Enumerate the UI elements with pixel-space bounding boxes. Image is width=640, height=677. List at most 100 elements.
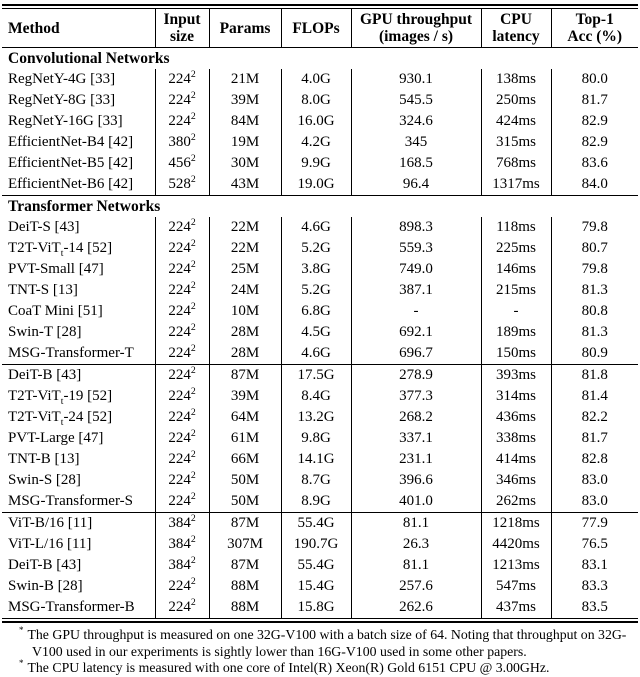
cell-cpu-latency: 1317ms [480, 174, 551, 196]
cell-gpu-throughput: - [350, 301, 481, 322]
cell-gpu-throughput: 262.6 [350, 597, 481, 618]
cell-cpu-latency: 250ms [480, 90, 551, 111]
cell-flops: 8.4G [280, 386, 351, 407]
cell-method: Swin-T [28] [8, 324, 82, 340]
cell-gpu-throughput: 749.0 [350, 259, 481, 280]
cell-params: 19M [208, 132, 281, 153]
cell-input-size: 3842 [154, 534, 209, 555]
cell-method: MSG-Transformer-B [8, 599, 135, 615]
input-exponent: 2 [190, 343, 196, 354]
input-exponent: 2 [190, 111, 196, 122]
cell-gpu-throughput: 345 [350, 132, 481, 153]
cell-params: 39M [208, 386, 281, 407]
cell-top1-acc: 81.8 [550, 364, 638, 386]
input-exponent: 2 [190, 365, 196, 376]
cell-cpu-latency: 437ms [480, 597, 551, 618]
header-row: Method Input size Params FLOPs GPU throu… [2, 9, 638, 48]
input-exponent: 2 [190, 217, 196, 228]
cell-gpu-throughput: 696.7 [350, 343, 481, 365]
cell-top1-acc: 83.5 [550, 597, 638, 618]
cell-gpu-throughput: 278.9 [350, 364, 481, 386]
section-title: Convolutional Networks [8, 50, 170, 67]
cell-cpu-latency: 4420ms [480, 534, 551, 555]
cell-top1-acc: 83.6 [550, 153, 638, 174]
input-exponent: 2 [190, 534, 196, 545]
input-exponent: 2 [190, 301, 196, 312]
col-header-top1-acc: Top-1 Acc (%) [550, 9, 638, 48]
cell-top1-acc: 79.8 [550, 217, 638, 238]
input-exponent: 2 [190, 90, 196, 101]
cell-method: T2T-ViTt-24 [52] [8, 409, 113, 428]
table-row: RegNetY-16G [33] 2242 84M 16.0G 324.6 424ms 82… [2, 111, 638, 132]
cell-params: 39M [208, 90, 281, 111]
cell-gpu-throughput: 268.2 [350, 407, 481, 428]
cell-params: 50M [208, 470, 281, 491]
cell-flops: 4.2G [280, 132, 351, 153]
cell-method: Swin-S [28] [8, 472, 81, 488]
table-row: EfficientNet-B5 [42] 4562 30M 9.9G 168.5 768m… [2, 153, 638, 174]
footnote-marker: * [19, 658, 24, 669]
cell-cpu-latency: 150ms [480, 343, 551, 365]
cell-top1-acc: 79.8 [550, 259, 638, 280]
cell-top1-acc: 83.3 [550, 576, 638, 597]
col-header-input-size: Input size [154, 9, 209, 48]
cell-flops: 4.5G [280, 322, 351, 343]
cell-cpu-latency: 547ms [480, 576, 551, 597]
cell-input-size: 2242 [154, 322, 209, 343]
table-row: T2T-ViTt-19 [52] 2242 39M 8.4G 377.3 314ms 81.… [2, 386, 638, 407]
cell-flops: 13.2G [280, 407, 351, 428]
cell-method: T2T-ViTt-19 [52] [8, 388, 113, 407]
cell-method: PVT-Large [47] [8, 430, 104, 446]
cell-method: CoaT Mini [51] [8, 303, 103, 319]
cell-input-size: 2242 [154, 280, 209, 301]
table-row: ViT-B/16 [11] 3842 87M 55.4G 81.1 1218ms 77.9 [2, 512, 638, 534]
table-row: CoaT Mini [51] 2242 10M 6.8G - -80.8 [2, 301, 638, 322]
footnote-marker: * [19, 625, 24, 636]
table-row: RegNetY-4G [33] 2242 21M 4.0G 930.1 138ms 80.0 [2, 69, 638, 90]
cell-params: 84M [208, 111, 281, 132]
cell-method: DeiT-B [43] [8, 557, 82, 573]
cell-input-size: 3842 [154, 555, 209, 576]
cell-input-size: 2242 [154, 90, 209, 111]
cell-flops: 9.8G [280, 428, 351, 449]
cell-top1-acc: 84.0 [550, 174, 638, 196]
cell-flops: 14.1G [280, 449, 351, 470]
input-exponent: 2 [190, 132, 196, 143]
cell-gpu-throughput: 401.0 [350, 491, 481, 513]
cell-params: 22M [208, 217, 281, 238]
cell-params: 50M [208, 491, 281, 513]
cell-input-size: 2242 [154, 301, 209, 322]
footnote-gpu: * The GPU throughput is measured on one 3… [6, 625, 634, 660]
table-row: Swin-S [28] 2242 50M 8.7G 396.6 346ms 83.0 [2, 470, 638, 491]
section-title: Transformer Networks [2, 195, 638, 217]
input-exponent: 2 [190, 153, 196, 164]
cell-params: 22M [208, 238, 281, 259]
cell-gpu-throughput: 930.1 [350, 69, 481, 90]
method-subscript: t [60, 417, 64, 428]
cell-flops: 15.4G [280, 576, 351, 597]
cell-params: 43M [208, 174, 281, 196]
cell-cpu-latency: 768ms [480, 153, 551, 174]
benchmark-table: Method Input size Params FLOPs GPU throu… [2, 9, 638, 618]
cell-method: RegNetY-4G [33] [8, 71, 116, 87]
table-row: RegNetY-8G [33] 2242 39M 8.0G 545.5 250ms 81.7 [2, 90, 638, 111]
cell-flops: 8.9G [280, 491, 351, 513]
cell-flops: 6.8G [280, 301, 351, 322]
cell-gpu-throughput: 387.1 [350, 280, 481, 301]
cell-input-size: 2242 [154, 111, 209, 132]
input-exponent: 2 [190, 407, 196, 418]
col-header-flops: FLOPs [280, 9, 351, 48]
table-row: DeiT-S [43] 2242 22M 4.6G 898.3 118ms 79.8 [2, 217, 638, 238]
table-row: MSG-Transformer-S 2242 50M 8.9G 401.0 262ms 83… [2, 491, 638, 513]
cell-top1-acc: 81.4 [550, 386, 638, 407]
table-row: MSG-Transformer-B 2242 88M 15.8G 262.6 437ms 8… [2, 597, 638, 618]
cell-input-size: 2242 [154, 69, 209, 90]
cell-input-size: 2242 [154, 470, 209, 491]
method-subscript: t [60, 396, 64, 407]
cell-flops: 9.9G [280, 153, 351, 174]
col-header-method: Method [2, 9, 155, 48]
cell-flops: 19.0G [280, 174, 351, 196]
cell-flops: 17.5G [280, 364, 351, 386]
input-exponent: 2 [190, 322, 196, 333]
table-row: PVT-Small [47] 2242 25M 3.8G 749.0 146ms 79.8 [2, 259, 638, 280]
